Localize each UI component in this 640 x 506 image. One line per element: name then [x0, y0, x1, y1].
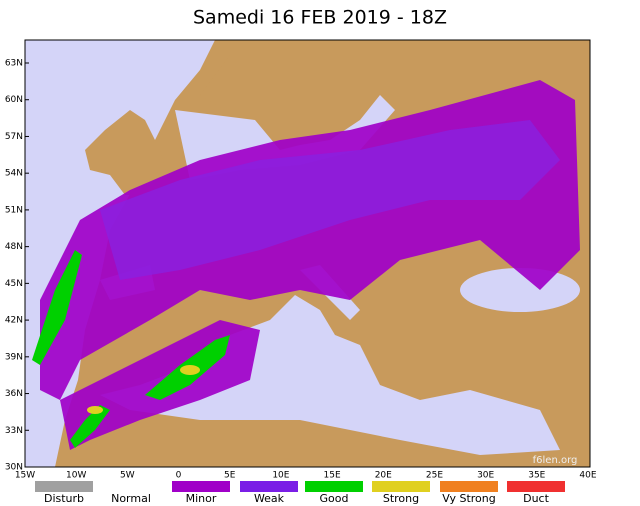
latitude-label: 36N — [5, 389, 23, 399]
propagation-weak — [100, 120, 560, 280]
legend-swatch — [372, 481, 430, 492]
longitude-label: 20E — [375, 471, 392, 481]
map-title: Samedi 16 FEB 2019 - 18Z — [193, 7, 447, 29]
black-sea — [460, 268, 580, 312]
latitude-label: 48N — [5, 242, 23, 252]
propagation-strong — [87, 406, 103, 414]
longitude-label: 10E — [272, 471, 289, 481]
latitude-label: 45N — [5, 279, 23, 289]
longitude-label: 5E — [224, 471, 236, 481]
longitude-label: 25E — [426, 471, 443, 481]
latitude-label: 42N — [5, 316, 23, 326]
legend-swatch — [305, 481, 363, 492]
british-isles — [85, 110, 170, 195]
legend-label: Vy Strong — [442, 492, 496, 505]
watermark: f6len.org — [533, 455, 578, 466]
legend-label: Duct — [523, 492, 549, 505]
longitude-label: 5W — [120, 471, 135, 481]
legend-swatch — [172, 481, 230, 492]
latitude-label: 30N — [5, 463, 23, 473]
legend-label: Good — [320, 492, 349, 505]
legend-swatch — [240, 481, 298, 492]
legend-swatch — [507, 481, 565, 492]
latitude-label: 51N — [5, 205, 23, 215]
legend-label: Weak — [254, 492, 285, 505]
map-frame — [24, 39, 591, 468]
latitude-label: 33N — [5, 426, 23, 436]
longitude-label: 15W — [15, 471, 35, 481]
latitude-label: 60N — [5, 95, 23, 105]
legend-label: Disturb — [44, 492, 84, 505]
map: f6len.org — [24, 39, 591, 468]
propagation-good-morocco — [70, 405, 110, 448]
legend-swatch — [35, 481, 93, 492]
legend-label: Normal — [111, 492, 151, 505]
legend-label: Minor — [186, 492, 217, 505]
legend-label: Strong — [383, 492, 419, 505]
longitude-label: 15E — [324, 471, 341, 481]
latitude-label: 54N — [5, 169, 23, 179]
longitude-label: 0 — [176, 471, 182, 481]
mediterranean — [100, 295, 560, 455]
longitude-label: 10W — [66, 471, 86, 481]
legend-swatch — [102, 481, 160, 492]
latitude-label: 63N — [5, 59, 23, 69]
propagation-strong — [180, 365, 200, 375]
latitude-label: 39N — [5, 352, 23, 362]
propagation-good-atlantic — [32, 250, 82, 365]
longitude-label: 35E — [528, 471, 545, 481]
longitude-label: 40E — [579, 471, 596, 481]
scandinavia — [200, 40, 310, 150]
latitude-label: 57N — [5, 132, 23, 142]
legend-swatch — [440, 481, 498, 492]
longitude-label: 30E — [477, 471, 494, 481]
